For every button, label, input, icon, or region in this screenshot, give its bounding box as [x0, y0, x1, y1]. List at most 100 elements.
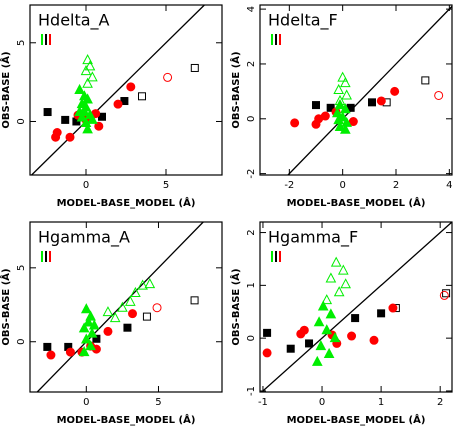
- point: [117, 301, 128, 312]
- point: [86, 327, 98, 338]
- point: [340, 77, 351, 88]
- point: [325, 272, 337, 283]
- point: [92, 334, 101, 343]
- point: [439, 290, 449, 300]
- point: [290, 118, 300, 128]
- one-to-one-line: [31, 4, 205, 176]
- point: [321, 324, 333, 335]
- point: [347, 331, 357, 341]
- point: [65, 132, 75, 142]
- x-tick-label: 5: [155, 397, 161, 408]
- point: [351, 314, 360, 323]
- point: [113, 99, 123, 109]
- point: [88, 319, 100, 330]
- panel: 0 5 0 5 Hdelta_A MODEL-BASE_MODEL (Å) OBS-BASE…: [0, 4, 223, 209]
- point: [125, 295, 136, 306]
- x-tick-label: 0: [339, 180, 345, 191]
- point: [369, 335, 379, 345]
- point: [330, 256, 342, 267]
- point: [80, 65, 92, 76]
- x-axis-label: MODEL-BASE_MODEL (Å): [57, 196, 196, 209]
- y-axis-label: OBS-BASE (Å): [0, 51, 12, 128]
- panel: -1 0 1 2 -1 0 1 2 Hgamma_F MODEL-BASE_MODEL (Å) OB…: [229, 221, 453, 426]
- point: [78, 346, 90, 357]
- point: [43, 108, 52, 117]
- point: [74, 105, 85, 117]
- panel: -2 0 2 4 -2 0 2 4 Hdelta_F MODEL-BASE_MODEL (Å) OB…: [229, 4, 453, 209]
- panel-title: Hgamma_F: [268, 228, 358, 248]
- point: [83, 316, 94, 327]
- point: [286, 344, 295, 353]
- y-tick-label: 2: [246, 229, 257, 235]
- x-tick-label: 5: [163, 180, 169, 191]
- point: [190, 296, 199, 305]
- point: [80, 303, 92, 314]
- point: [74, 83, 85, 94]
- point: [82, 77, 93, 88]
- point: [337, 264, 349, 275]
- point: [46, 350, 56, 360]
- point: [87, 113, 98, 124]
- point: [376, 96, 386, 106]
- point: [138, 92, 146, 101]
- point: [334, 120, 346, 132]
- x-tick-label: -2: [284, 180, 294, 191]
- point: [329, 332, 341, 343]
- panel: 0 5 0 5 Hgamma_A MODEL-BASE_MODEL (Å) OBS-BASE…: [0, 221, 223, 426]
- y-tick-label: 5: [16, 265, 27, 271]
- y-tick-label: 5: [16, 40, 27, 46]
- x-tick-label: 2: [393, 180, 399, 191]
- point: [52, 128, 62, 137]
- point: [333, 83, 344, 94]
- x-tick-label: 0: [319, 397, 325, 408]
- point: [123, 323, 132, 332]
- point: [315, 339, 327, 351]
- x-tick-label: 2: [437, 397, 443, 408]
- point: [65, 347, 75, 357]
- point: [334, 99, 346, 110]
- point: [333, 286, 345, 297]
- point: [337, 71, 348, 82]
- y-tick-label: -2: [246, 169, 257, 179]
- point: [368, 98, 376, 107]
- y-tick-label: 0: [246, 116, 257, 122]
- x-axis-label: MODEL-BASE_MODEL (Å): [287, 413, 426, 426]
- plot-frame: [259, 221, 453, 393]
- y-tick-label: 0: [246, 335, 257, 341]
- point: [82, 93, 93, 104]
- point: [76, 111, 88, 122]
- point: [94, 121, 104, 131]
- point: [262, 348, 272, 358]
- x-tick-label: 4: [446, 180, 452, 191]
- point: [82, 123, 93, 134]
- y-tick-label: 4: [246, 6, 257, 12]
- point: [325, 308, 337, 319]
- point: [84, 60, 96, 71]
- one-to-one-line: [287, 5, 453, 176]
- plot-frame: [259, 4, 453, 176]
- point: [190, 63, 199, 72]
- point: [263, 328, 272, 337]
- point: [388, 303, 398, 313]
- point: [43, 342, 52, 351]
- panel-title: Hdelta_A: [38, 11, 110, 31]
- point: [317, 300, 329, 311]
- point: [323, 347, 335, 358]
- one-to-one-line: [261, 221, 453, 393]
- y-axis-label: OBS-BASE (Å): [0, 268, 12, 345]
- panel-title: Hdelta_F: [268, 11, 338, 31]
- y-tick-label: 2: [246, 61, 257, 67]
- point: [80, 333, 92, 344]
- point: [130, 286, 141, 297]
- x-tick-label: -1: [258, 397, 268, 408]
- y-tick-label: 1: [246, 282, 257, 288]
- point: [348, 117, 358, 127]
- plot-frame: [29, 221, 223, 393]
- point: [321, 294, 333, 305]
- x-axis-label: MODEL-BASE_MODEL (Å): [287, 196, 426, 209]
- point: [340, 103, 351, 114]
- y-tick-label: -1: [246, 386, 257, 396]
- x-tick-label: 0: [83, 397, 89, 408]
